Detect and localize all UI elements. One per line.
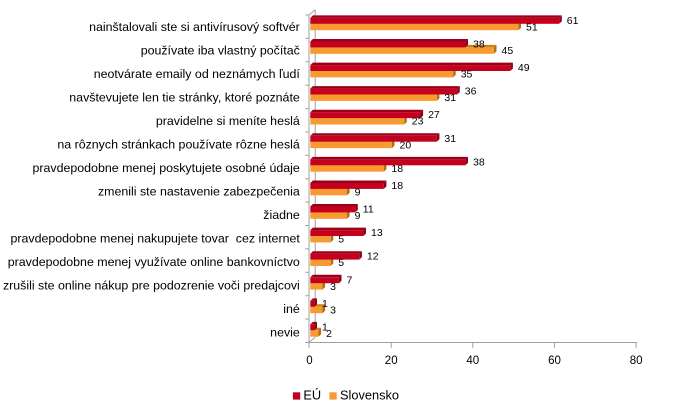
svg-text:nevie: nevie — [270, 326, 300, 340]
svg-text:27: 27 — [428, 109, 440, 121]
svg-text:1: 1 — [322, 298, 328, 310]
svg-text:zrušili ste online nákup pre p: zrušili ste online nákup pre podozrenie … — [3, 279, 300, 293]
svg-text:12: 12 — [367, 251, 379, 263]
svg-text:80: 80 — [630, 355, 643, 367]
svg-text:používate iba vlastný počítač: používate iba vlastný počítač — [141, 43, 300, 57]
svg-text:3: 3 — [330, 281, 336, 293]
svg-text:1: 1 — [322, 321, 328, 333]
svg-text:35: 35 — [461, 69, 473, 81]
svg-text:11: 11 — [363, 204, 374, 216]
svg-text:49: 49 — [518, 62, 530, 74]
svg-text:36: 36 — [465, 86, 477, 98]
svg-text:zmenili ste nastavenie zabezpe: zmenili ste nastavenie zabezpečenia — [98, 185, 300, 199]
svg-text:pravdepodobne menej nakupujete: pravdepodobne menej nakupujete tovar cez… — [10, 232, 300, 246]
svg-text:18: 18 — [391, 163, 403, 175]
svg-text:31: 31 — [444, 92, 456, 104]
svg-text:0: 0 — [306, 355, 312, 367]
svg-text:31: 31 — [444, 133, 456, 145]
svg-text:51: 51 — [526, 21, 538, 33]
svg-text:38: 38 — [473, 39, 485, 51]
svg-text:nainštalovali ste si antivírus: nainštalovali ste si antivírusový softvé… — [89, 20, 300, 34]
svg-text:18: 18 — [391, 180, 403, 192]
svg-text:9: 9 — [355, 187, 361, 199]
svg-text:5: 5 — [338, 257, 344, 269]
svg-text:pravdepodobne menej poskytujet: pravdepodobne menej poskytujete osobné ú… — [33, 161, 300, 175]
svg-text:navštevujete len tie stránky,: navštevujete len tie stránky, ktoré pozn… — [69, 91, 300, 105]
svg-text:13: 13 — [371, 227, 383, 239]
svg-text:iné: iné — [283, 302, 300, 316]
svg-text:45: 45 — [502, 45, 514, 57]
svg-text:5: 5 — [338, 234, 344, 246]
svg-text:9: 9 — [355, 210, 361, 222]
svg-text:EÚ: EÚ — [303, 388, 321, 403]
svg-text:žiadne: žiadne — [263, 208, 300, 222]
svg-text:pravidelne si meníte heslá: pravidelne si meníte heslá — [156, 114, 300, 128]
svg-text:Slovensko: Slovensko — [340, 388, 399, 403]
svg-text:na rôznych stránkach používate: na rôznych stránkach používate rôzne hes… — [57, 138, 300, 152]
svg-text:23: 23 — [412, 116, 424, 128]
svg-text:20: 20 — [400, 139, 412, 151]
svg-text:neotvárate emaily od neznámych: neotvárate emaily od neznámych ľudí — [94, 67, 301, 81]
svg-text:2: 2 — [326, 328, 332, 340]
svg-text:7: 7 — [347, 274, 353, 286]
svg-text:40: 40 — [466, 355, 479, 367]
svg-text:38: 38 — [473, 156, 485, 168]
svg-text:3: 3 — [330, 304, 336, 316]
svg-text:60: 60 — [548, 355, 561, 367]
svg-text:pravdepodobne menej využívate: pravdepodobne menej využívate online ban… — [8, 255, 300, 269]
svg-text:61: 61 — [567, 15, 579, 27]
svg-text:20: 20 — [385, 355, 398, 367]
